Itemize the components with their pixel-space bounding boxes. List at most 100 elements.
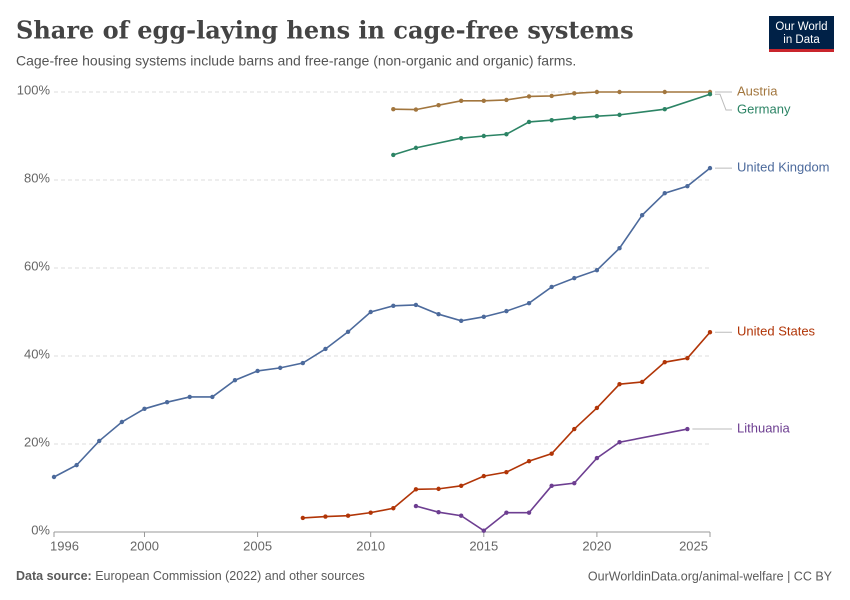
source-text: European Commission (2022) and other sou…: [95, 569, 365, 583]
data-point: [504, 510, 509, 515]
data-point: [504, 97, 509, 103]
y-tick-label: 60%: [24, 258, 50, 273]
credit: OurWorldinData.org/animal-welfare | CC B…: [588, 569, 833, 583]
data-point: [594, 114, 600, 119]
chart-title: Share of egg-laying hens in cage-free sy…: [16, 16, 634, 45]
data-point: [685, 356, 690, 361]
data-point: [300, 360, 306, 366]
data-point: [707, 330, 713, 335]
data-point: [232, 378, 238, 383]
data-point: [481, 133, 486, 139]
data-point: [413, 107, 419, 112]
data-point: [391, 106, 396, 112]
data-point: [436, 486, 441, 492]
data-point: [481, 314, 486, 320]
data-point: [481, 473, 486, 479]
data-point: [436, 510, 441, 515]
data-point: [458, 318, 464, 323]
data-point: [662, 106, 667, 112]
data-point: [549, 483, 554, 488]
data-point: [707, 165, 713, 171]
series-line: [53, 167, 711, 478]
data-point: [617, 89, 622, 95]
data-point: [526, 458, 532, 464]
x-tick-label: 1996: [50, 538, 79, 553]
data-point: [74, 462, 79, 468]
data-point: [617, 381, 622, 387]
x-tick-label: 2020: [582, 538, 611, 553]
data-point: [458, 98, 464, 104]
x-tick-label: 2010: [356, 538, 385, 553]
x-tick-label: 2000: [130, 538, 159, 553]
data-point: [413, 503, 419, 509]
data-point: [639, 213, 645, 218]
series-line: [302, 331, 711, 519]
data-point: [255, 368, 260, 374]
data-point: [504, 132, 509, 137]
source-label: Data source:: [16, 569, 92, 583]
data-point: [210, 394, 215, 400]
data-point: [685, 426, 690, 432]
y-tick-label: 80%: [24, 170, 50, 185]
data-point: [345, 329, 351, 334]
y-tick-label: 20%: [24, 434, 50, 449]
data-point: [300, 515, 306, 521]
data-point: [549, 93, 554, 99]
leader-line: [715, 93, 732, 111]
data-point: [436, 103, 441, 108]
logo-box: [769, 16, 834, 50]
source: Data source: European Commission (2022) …: [16, 569, 365, 583]
logo-text: Our World: [775, 21, 827, 33]
data-point: [51, 474, 57, 480]
data-point: [368, 510, 373, 515]
series-label: Germany: [737, 101, 791, 116]
series-label: Austria: [737, 83, 778, 98]
data-point: [391, 506, 396, 511]
data-point: [391, 152, 396, 158]
data-point: [413, 302, 419, 308]
data-point: [458, 483, 464, 488]
data-point: [549, 117, 554, 123]
data-point: [662, 89, 667, 95]
x-tick-label: 2025: [679, 538, 708, 553]
series-label: Lithuania: [737, 420, 791, 435]
data-point: [413, 487, 419, 492]
series-label: United States: [737, 324, 816, 339]
data-point: [391, 303, 396, 309]
y-tick-label: 40%: [24, 346, 50, 361]
data-point: [436, 312, 441, 317]
y-tick-label: 0%: [31, 522, 50, 537]
data-point: [549, 284, 554, 290]
data-point: [481, 528, 486, 533]
data-point: [526, 510, 532, 515]
data-point: [707, 92, 713, 97]
x-tick-label: 2015: [469, 538, 498, 553]
data-point: [662, 359, 667, 365]
data-point: [594, 89, 600, 95]
data-point: [639, 379, 645, 385]
x-tick-label: 2005: [243, 538, 272, 553]
data-point: [413, 145, 419, 151]
logo-text: in Data: [783, 34, 820, 46]
data-point: [481, 98, 486, 104]
data-point: [526, 301, 532, 306]
data-point: [504, 308, 509, 314]
data-point: [617, 112, 622, 118]
data-point: [164, 400, 170, 405]
data-point: [278, 365, 283, 371]
data-point: [572, 115, 577, 121]
data-point: [594, 405, 600, 411]
data-point: [119, 419, 125, 425]
data-point: [572, 91, 577, 96]
data-point: [572, 426, 577, 432]
series-line: [393, 93, 711, 156]
data-point: [526, 94, 532, 99]
data-point: [685, 183, 690, 189]
data-point: [504, 469, 509, 475]
data-point: [572, 275, 577, 281]
data-point: [323, 514, 328, 519]
data-point: [187, 394, 192, 400]
y-tick-label: 100%: [17, 82, 51, 97]
data-point: [594, 268, 600, 273]
